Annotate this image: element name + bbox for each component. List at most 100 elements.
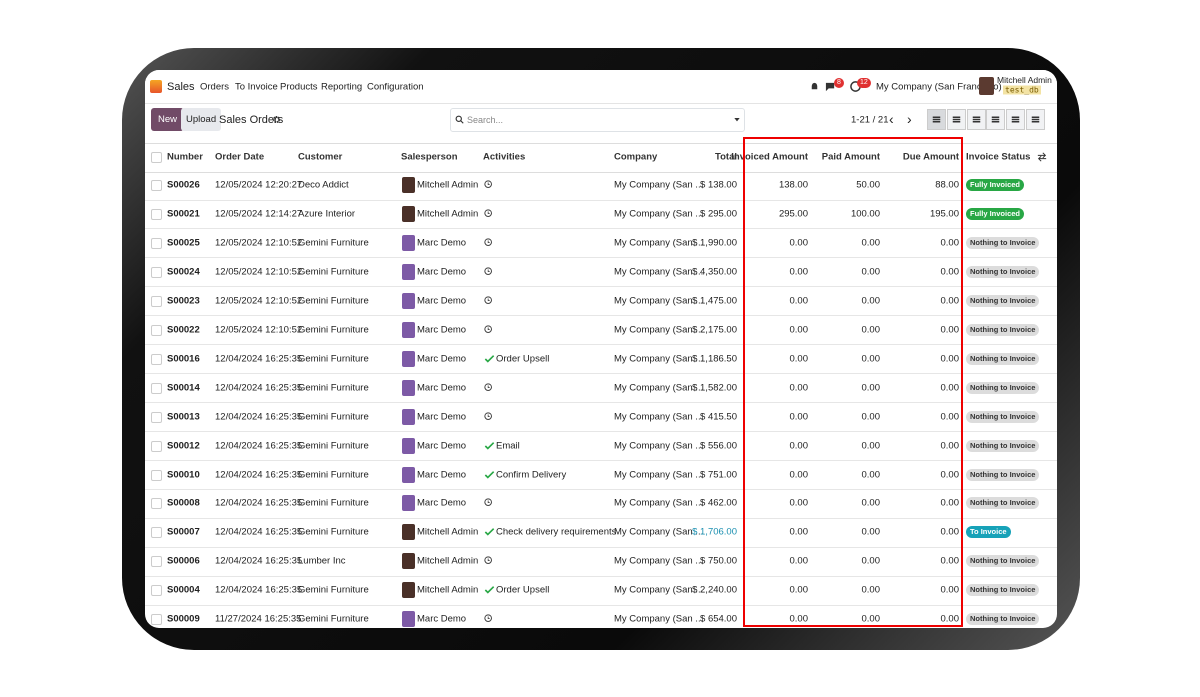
upload-button[interactable]: Upload (181, 108, 222, 131)
invoiced-amount: 0.00 (789, 584, 809, 596)
row-checkbox[interactable] (151, 498, 162, 510)
menu-item[interactable]: Reporting (321, 81, 363, 93)
column-header[interactable]: Activities (483, 151, 526, 163)
row-checkbox[interactable] (151, 266, 162, 278)
row-checkbox[interactable] (151, 237, 162, 249)
row-divider (145, 575, 1057, 577)
customer: Gemini Furniture (298, 526, 369, 538)
order-number[interactable]: S00022 (167, 324, 200, 336)
column-header[interactable]: Due Amount (902, 151, 959, 163)
order-number[interactable]: S00012 (167, 440, 200, 452)
row-checkbox[interactable] (151, 382, 162, 394)
row-checkbox[interactable] (151, 585, 162, 597)
salesperson-avatar (402, 263, 415, 280)
view-icon (932, 115, 941, 124)
company: My Company (San ... (614, 411, 704, 423)
order-number[interactable]: S00016 (167, 353, 200, 365)
invoiced-amount: 0.00 (789, 613, 809, 625)
order-number[interactable]: S00024 (167, 266, 200, 278)
company: My Company (San ... (614, 324, 704, 336)
order-number[interactable]: S00026 (167, 179, 200, 191)
customer: Gemini Furniture (298, 469, 369, 480)
invoiced-amount: 295.00 (778, 208, 808, 220)
total: $ 556.00 (700, 440, 737, 452)
new-button[interactable]: New (151, 108, 185, 131)
row-checkbox[interactable] (151, 527, 162, 539)
order-number[interactable]: S00021 (167, 208, 200, 220)
menu-item[interactable]: To Invoice (235, 81, 278, 93)
app-name[interactable]: Sales (167, 81, 195, 93)
order-number[interactable]: S00025 (167, 237, 200, 249)
menu-item[interactable]: Orders (200, 81, 230, 93)
column-header[interactable]: Company (614, 151, 658, 163)
activity-clock (484, 267, 494, 277)
customer: Azure Interior (298, 208, 356, 220)
column-header[interactable]: Paid Amount (821, 151, 880, 163)
order-date: 12/05/2024 12:10:52 (215, 266, 303, 278)
row-checkbox[interactable] (151, 411, 162, 423)
activity-icon (484, 527, 495, 537)
order-number[interactable]: S00006 (167, 555, 200, 567)
invoice-status: Nothing to Invoice (966, 439, 1040, 452)
row-checkbox[interactable] (151, 353, 162, 365)
menu-item[interactable]: Products (280, 81, 318, 93)
salesperson: Mitchell Admin (417, 555, 479, 567)
total: $ 415.50 (700, 411, 737, 423)
salesperson: Marc Demo (417, 295, 467, 307)
order-number[interactable]: S00010 (167, 469, 200, 480)
column-header[interactable]: Order Date (215, 151, 265, 163)
column-header[interactable]: Customer (298, 151, 343, 163)
order-date: 12/05/2024 12:14:27 (215, 208, 303, 220)
order-date: 12/05/2024 12:20:27 (215, 179, 303, 191)
row-checkbox[interactable] (151, 295, 162, 307)
order-number[interactable]: S00008 (167, 497, 200, 509)
salesperson: Marc Demo (417, 353, 467, 365)
total: $ 750.00 (700, 555, 737, 567)
highlight-box (743, 137, 963, 627)
row-checkbox[interactable] (151, 556, 162, 568)
row-checkbox[interactable] (151, 324, 162, 336)
total: $ 4,350.00 (692, 266, 737, 278)
order-number[interactable]: S00009 (167, 613, 200, 625)
activity-clock (484, 180, 494, 190)
row-checkbox[interactable] (151, 469, 162, 481)
pager-prev[interactable]: ‹ (889, 111, 894, 127)
column-header[interactable]: Invoice Status (966, 151, 1031, 163)
salesperson-avatar (402, 582, 415, 599)
column-header[interactable]: Total (715, 151, 737, 163)
due-amount: 0.00 (940, 411, 960, 423)
company-switch[interactable]: My Company (San Francisco) (876, 81, 1002, 93)
debug-icon (809, 81, 820, 92)
customer: Gemini Furniture (298, 382, 369, 394)
order-number[interactable]: S00007 (167, 526, 200, 538)
row-checkbox[interactable] (151, 440, 162, 452)
invoice-status: Nothing to Invoice (966, 468, 1040, 481)
search-box[interactable] (450, 108, 745, 132)
order-number[interactable]: S00023 (167, 295, 200, 307)
column-header[interactable]: Invoiced Amount (731, 151, 808, 163)
due-amount: 0.00 (940, 613, 960, 625)
order-number[interactable]: S00013 (167, 411, 200, 423)
paid-amount: 0.00 (861, 411, 881, 423)
salesperson: Marc Demo (417, 613, 467, 625)
row-checkbox[interactable] (151, 180, 162, 191)
due-amount: 0.00 (940, 440, 960, 452)
column-header[interactable]: Salesperson (401, 151, 458, 163)
row-checkbox[interactable] (151, 614, 162, 626)
row-checkbox[interactable] (151, 208, 162, 220)
company: My Company (San ... (614, 469, 704, 480)
activity-clock (484, 498, 494, 508)
invoiced-amount: 0.00 (789, 237, 809, 249)
menu-item[interactable]: Configuration (367, 81, 424, 93)
column-header[interactable]: Number (167, 151, 203, 163)
avatar (979, 77, 994, 95)
invoice-status: Nothing to Invoice (966, 381, 1040, 394)
search-toggle (733, 116, 741, 124)
order-number[interactable]: S00004 (167, 584, 200, 596)
order-date: 12/04/2024 16:25:35 (215, 497, 303, 509)
order-number[interactable]: S00014 (167, 382, 200, 394)
user-name[interactable]: Mitchell Admin (997, 75, 1052, 85)
paid-amount: 0.00 (861, 526, 881, 538)
invoiced-amount: 0.00 (789, 382, 809, 394)
pager-next[interactable]: › (907, 111, 912, 127)
